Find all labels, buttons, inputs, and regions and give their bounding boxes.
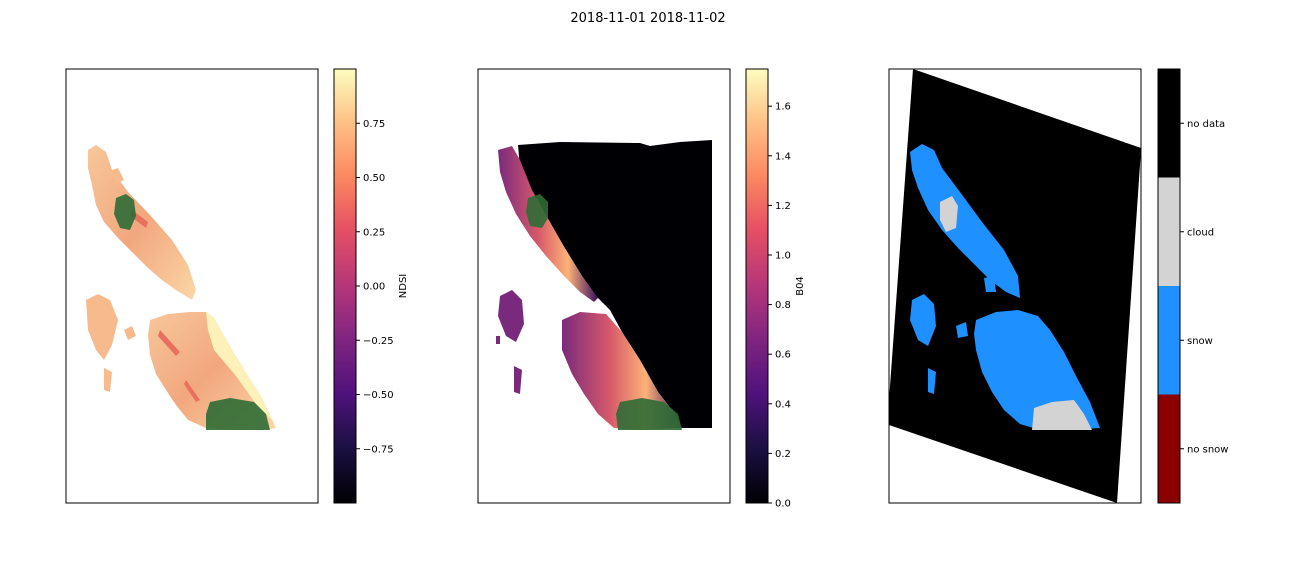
b04-colorbar-tick-label: 0.2 xyxy=(775,449,791,460)
b04-glacier-north xyxy=(526,194,548,228)
class-colorbar-tick-label: no snow xyxy=(1187,444,1228,455)
class-colorbar-frame xyxy=(1157,68,1181,504)
figure-title: 2018-11-01 2018-11-02 xyxy=(570,11,725,26)
b04-colorbar-tick-label: 1.0 xyxy=(775,251,791,262)
ndsi-colorbar-tick-label: 0.00 xyxy=(363,282,385,293)
panel-ndsi xyxy=(65,68,319,504)
ndsi-bright-strip xyxy=(206,312,272,420)
class-cloud-south xyxy=(1032,400,1092,430)
b04-coast-north xyxy=(498,146,598,302)
ndsi-glacier-north xyxy=(114,194,136,230)
panel-b04 xyxy=(477,68,731,504)
b04-raster xyxy=(496,140,712,430)
ndsi-colorbar-tick-label: 0.75 xyxy=(363,119,385,130)
b04-colorbar-tick-label: 0.4 xyxy=(775,399,791,410)
b04-colorbar-ramp xyxy=(745,68,769,504)
b04-colorbar-tick-label: 0.8 xyxy=(775,300,791,311)
ndsi-colorbar-ramp xyxy=(333,68,357,504)
ndsi-colorbar-ticks: −0.75 −0.50 −0.25 0.00 0.25 0.50 0.75 xyxy=(356,119,394,455)
b04-islands xyxy=(496,290,524,394)
b04-colorbar-tick-label: 1.2 xyxy=(775,201,791,212)
ndsi-colorbar-tick-label: 0.25 xyxy=(363,227,385,238)
b04-colorbar-ticks: 0.0 0.2 0.4 0.6 0.8 1.0 1.2 1.4 1.6 xyxy=(768,102,791,510)
b04-dark-region xyxy=(518,140,712,428)
ndsi-colorbar-label: NDSI xyxy=(398,274,409,298)
class-snow-north xyxy=(910,144,1020,298)
panel-classification xyxy=(888,68,1142,504)
class-colorbar-segment-no-snow xyxy=(1158,394,1180,503)
class-snow-islands xyxy=(910,276,996,394)
b04-colorbar-tick-label: 0.0 xyxy=(775,499,791,510)
ndsi-colorbar-tick-label: 0.50 xyxy=(363,173,385,184)
ndsi-glacier-south xyxy=(206,398,270,430)
b04-colorbar-tick-label: 0.6 xyxy=(775,350,791,361)
b04-colorbar-label: B04 xyxy=(795,276,806,296)
class-colorbar-segment-no-data xyxy=(1158,69,1180,178)
class-colorbar: no snow snow cloud no data xyxy=(1157,68,1228,504)
class-colorbar-segment-cloud xyxy=(1158,177,1180,286)
b04-glacier-south xyxy=(616,398,682,430)
ndsi-colorbar: −0.75 −0.50 −0.25 0.00 0.25 0.50 0.75 NDSI xyxy=(333,68,409,504)
class-raster xyxy=(889,69,1141,503)
ndsi-colorbar-tick-label: −0.25 xyxy=(363,336,394,347)
b04-colorbar-tick-label: 1.4 xyxy=(775,151,791,162)
b04-colorbar-tick-label: 1.6 xyxy=(775,102,791,113)
ndsi-raster xyxy=(86,145,276,430)
ndsi-colorbar-tick-label: −0.75 xyxy=(363,444,394,455)
class-colorbar-tick-label: no data xyxy=(1187,119,1225,130)
class-snow-south xyxy=(974,310,1100,430)
class-colorbar-tick-label: cloud xyxy=(1187,227,1214,238)
ndsi-colorbar-tick-label: −0.50 xyxy=(363,390,394,401)
class-colorbar-segment-snow xyxy=(1158,286,1180,395)
b04-colorbar: 0.0 0.2 0.4 0.6 0.8 1.0 1.2 1.4 1.6 B04 xyxy=(745,68,806,510)
class-cloud-north xyxy=(940,196,958,232)
class-colorbar-tick-label: snow xyxy=(1187,336,1213,347)
ndsi-islands xyxy=(86,168,136,392)
